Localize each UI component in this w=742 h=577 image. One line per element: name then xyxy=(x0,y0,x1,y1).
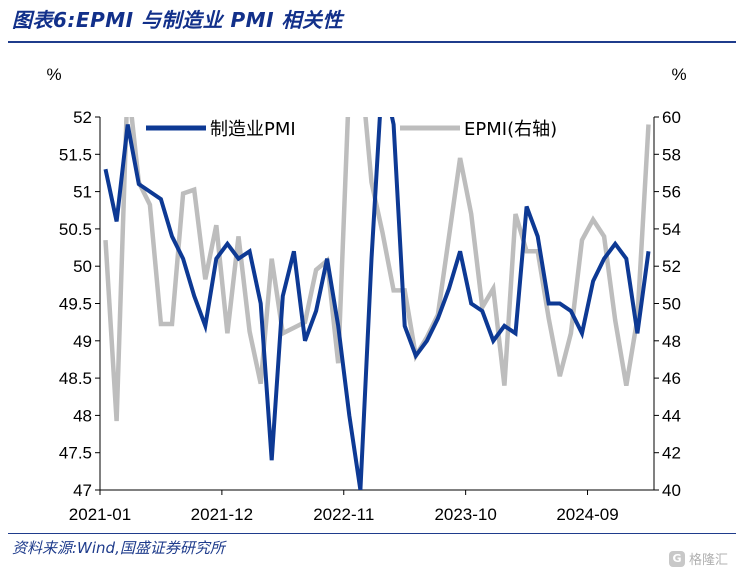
x-axis-tick-label: 2022-11 xyxy=(313,505,374,524)
x-axis-tick-label: 2021-01 xyxy=(69,505,131,524)
right-axis-tick-label: 46 xyxy=(662,369,681,388)
left-axis-unit: % xyxy=(46,65,61,84)
source-note: 资料来源:Wind,国盛证券研究所 xyxy=(12,539,225,557)
left-axis-tick-label: 50 xyxy=(73,257,92,276)
x-axis-tick-label: 2021-12 xyxy=(191,505,253,524)
left-axis-tick-label: 51 xyxy=(73,183,92,202)
right-axis-tick-label: 54 xyxy=(662,220,681,239)
series-line-manufacturing-pmi xyxy=(103,117,651,490)
left-axis-tick-label: 48.5 xyxy=(59,369,92,388)
right-axis-tick-label: 42 xyxy=(662,444,681,463)
legend: 制造业PMI EPMI(右轴) xyxy=(146,119,557,140)
left-axis-tick-label: 52 xyxy=(73,108,92,127)
right-axis-tick-label: 40 xyxy=(662,481,681,500)
figure-title: 图表6:EPMI 与制造业 PMI 相关性 xyxy=(12,8,343,32)
right-axis-tick-label: 44 xyxy=(662,406,681,425)
left-axis-tick-label: 49.5 xyxy=(59,295,92,314)
right-axis-tick-label: 48 xyxy=(662,332,681,351)
left-axis-tick-label: 47 xyxy=(73,481,92,500)
title-divider xyxy=(8,41,736,43)
axes: % % 47 47.5 48 48.5 49 49.5 50 50.5 51 51.5 52 40 42 44… xyxy=(46,65,686,524)
right-axis-unit: % xyxy=(671,65,686,84)
source-divider xyxy=(8,533,736,534)
watermark-logo-icon: G xyxy=(668,550,685,567)
x-axis-tick-label: 2023-10 xyxy=(434,505,496,524)
watermark: G 格隆汇 xyxy=(668,549,728,568)
right-axis-tick-label: 60 xyxy=(662,108,681,127)
watermark-text: 格隆汇 xyxy=(688,553,728,568)
right-axis-tick-label: 56 xyxy=(662,183,681,202)
legend-item-epmi: EPMI(右轴) xyxy=(400,119,557,140)
right-axis-tick-label: 58 xyxy=(662,145,681,164)
left-axis-tick-label: 51.5 xyxy=(59,145,92,164)
left-axis-tick-label: 48 xyxy=(73,406,92,425)
legend-label: EPMI(右轴) xyxy=(464,119,557,140)
series-line-epmi xyxy=(103,117,651,422)
legend-label: 制造业PMI xyxy=(210,119,296,140)
right-axis-tick-label: 50 xyxy=(662,295,681,314)
legend-item-manufacturing-pmi: 制造业PMI xyxy=(146,119,296,140)
left-axis-tick-label: 47.5 xyxy=(59,444,92,463)
left-axis-tick-label: 50.5 xyxy=(59,220,92,239)
series-group xyxy=(103,117,651,490)
x-axis-tick-label: 2024-09 xyxy=(556,505,618,524)
right-axis-tick-label: 52 xyxy=(662,257,681,276)
left-axis-tick-label: 49 xyxy=(73,332,92,351)
